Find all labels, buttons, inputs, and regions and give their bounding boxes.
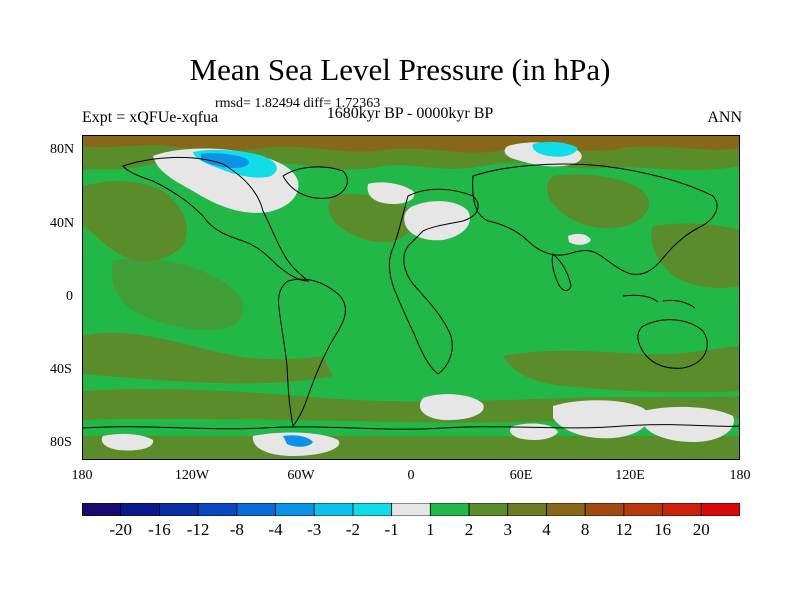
southwest-pacific-gray <box>643 406 734 442</box>
rmsd-diff-stats: rmsd= 1.82494 diff= 1.72363 <box>215 96 381 111</box>
europe-gray <box>404 201 471 241</box>
period-label: 1680kyr BP - 0000kyr BP <box>326 105 494 122</box>
season-label: ANN <box>707 109 742 126</box>
colorbar-swatch <box>275 503 315 516</box>
colorbar-label: 4 <box>542 520 551 539</box>
lon-tick-60e: 60E <box>509 468 533 483</box>
south-pacific-olive <box>83 332 333 384</box>
colorbar-swatch <box>120 503 160 516</box>
lon-tick-180w: 180 <box>71 468 93 483</box>
lat-tick-0: 0 <box>66 289 73 304</box>
colorbar <box>82 503 740 516</box>
north-atlantic-gray <box>367 182 415 204</box>
colorbar-label: -20 <box>109 520 133 539</box>
colorbar-label: 20 <box>692 520 710 539</box>
north-atlantic-olive <box>328 194 414 243</box>
colorbar-swatch <box>159 503 199 516</box>
coastlines <box>83 156 739 430</box>
colorbar-swatch <box>584 503 625 516</box>
colorbar-label: 16 <box>654 520 672 539</box>
north-pacific-olive <box>83 181 187 262</box>
colorbar-label: -8 <box>229 520 244 539</box>
experiment-label: Expt = xQFUe-xqfua <box>82 109 219 126</box>
colorbar-swatch <box>623 503 663 516</box>
canada-blue <box>201 153 249 168</box>
lon-tick-0: 0 <box>407 468 415 483</box>
siberia-cyan <box>532 141 578 157</box>
colorbar-label: 2 <box>464 520 474 539</box>
south-atlantic-gray <box>419 394 484 421</box>
colorbar-swatch <box>197 503 238 516</box>
lat-tick-80s: 80S <box>50 435 72 450</box>
equatorial-pacific-olive <box>111 258 244 331</box>
asia-small-gray <box>568 233 591 245</box>
colorbar-swatch <box>429 503 470 516</box>
colorbar-swatch <box>391 503 431 516</box>
colorbar-swatch <box>313 503 354 516</box>
colorbar-swatch <box>700 503 740 516</box>
west-pacific-olive <box>651 223 739 288</box>
asia-olive <box>547 174 649 229</box>
colorbar-label: -3 <box>307 520 322 539</box>
lon-tick-120e: 120E <box>615 468 645 483</box>
colorbar-label: -12 <box>186 520 210 539</box>
map-panel <box>82 135 740 460</box>
colorbar-swatch <box>468 503 509 516</box>
colorbar-swatch <box>546 503 586 516</box>
colorbar-label: 8 <box>580 520 590 539</box>
lon-tick-60w: 60W <box>287 468 315 483</box>
pressure-difference-field <box>83 136 739 459</box>
colorbar-label: -1 <box>384 520 399 539</box>
colorbar-label: -16 <box>148 520 171 539</box>
lat-tick-40s: 40S <box>50 362 72 377</box>
colorbar-swatch <box>236 503 276 516</box>
antarctic-blue <box>283 435 313 447</box>
lon-tick-180e: 180 <box>729 468 751 483</box>
lat-tick-40n: 40N <box>50 216 75 231</box>
colorbar-label: -2 <box>345 520 361 539</box>
lat-tick-80n: 80N <box>50 142 75 157</box>
antarctic-far-west-gray <box>101 433 154 451</box>
colorbar-label: 12 <box>615 520 633 539</box>
indian-ocean-gray <box>553 400 649 439</box>
colorbar-swatch <box>82 503 122 516</box>
colorbar-swatch <box>507 503 547 516</box>
colorbar-label: 1 <box>426 520 435 539</box>
colorbar-label: 3 <box>503 520 513 539</box>
colorbar-swatch <box>352 503 393 516</box>
antarctic-olive <box>83 436 739 459</box>
south-indian-olive <box>503 346 739 393</box>
map-title: Mean Sea Level Pressure (in hPa) <box>189 52 611 87</box>
lon-tick-120w: 120W <box>174 468 210 483</box>
colorbar-label: -4 <box>268 520 283 539</box>
colorbar-swatch <box>662 503 702 516</box>
